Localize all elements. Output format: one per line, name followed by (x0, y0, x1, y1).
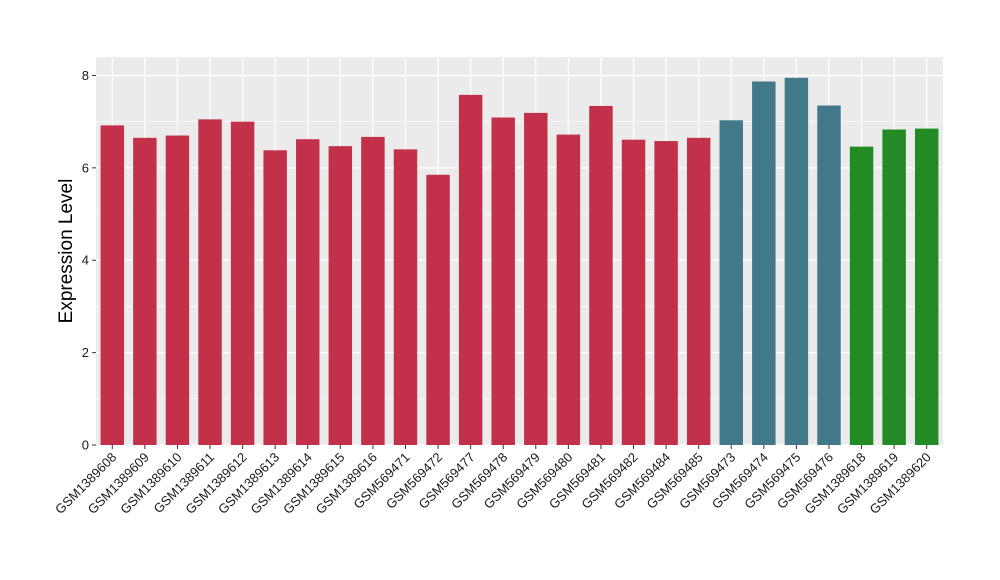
y-axis: 0 2 4 6 8 (82, 68, 96, 453)
bar-gsm1389620 (914, 128, 939, 445)
y-tick-label: 2 (82, 345, 89, 360)
bar-gsm569480 (556, 134, 581, 445)
bars (100, 77, 939, 446)
bar-gsm1389615 (328, 146, 353, 445)
bar-gsm569482 (621, 139, 646, 445)
bar-gsm1389613 (263, 150, 287, 446)
bar-gsm1389619 (882, 129, 906, 445)
bar-gsm569472 (426, 174, 450, 446)
y-tick-label: 0 (82, 438, 89, 453)
bar-gsm1389608 (100, 125, 125, 445)
bar-gsm1389612 (230, 121, 255, 446)
y-tick-label: 8 (82, 68, 89, 83)
bar-gsm1389618 (849, 146, 874, 445)
bar-gsm569484 (654, 141, 678, 446)
bar-gsm569478 (491, 117, 515, 445)
bar-gsm569473 (719, 120, 743, 446)
plot-panel (96, 57, 943, 445)
x-axis: GSM1389608GSM1389609GSM1389610GSM1389611… (52, 445, 934, 517)
y-tick-label: 4 (82, 253, 89, 268)
y-axis-title: Expression Level (56, 179, 77, 324)
bar-gsm569476 (817, 105, 841, 445)
bar-gsm1389610 (165, 135, 190, 445)
bar-gsm1389616 (361, 136, 385, 445)
bar-gsm569471 (393, 149, 418, 445)
y-tick-label: 6 (82, 160, 89, 175)
bar-gsm569474 (752, 81, 776, 445)
bar-gsm569475 (784, 77, 809, 446)
bar-gsm569485 (686, 137, 711, 446)
bar-gsm1389614 (296, 139, 320, 445)
bar-gsm1389609 (133, 137, 157, 446)
bar-gsm569481 (589, 105, 613, 445)
bar-gsm569477 (458, 94, 483, 445)
bar-gsm569479 (524, 112, 548, 445)
bar-gsm1389611 (198, 119, 222, 445)
